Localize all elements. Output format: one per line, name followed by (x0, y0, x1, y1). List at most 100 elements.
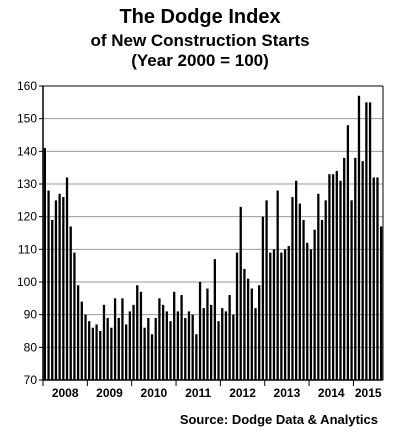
bar (346, 125, 350, 380)
bar (102, 304, 106, 380)
bar (372, 177, 375, 380)
bar (287, 246, 290, 380)
bar (250, 288, 253, 380)
bar (180, 295, 183, 380)
x-tick-label: 2008 (52, 386, 79, 400)
bar (306, 242, 309, 380)
y-tick-label: 80 (24, 340, 38, 354)
bar (161, 304, 165, 380)
bar (158, 298, 161, 380)
bar (354, 157, 357, 380)
bar (125, 324, 128, 380)
bar (224, 311, 228, 380)
bar (84, 314, 87, 380)
bar (80, 301, 83, 380)
bar (309, 249, 313, 380)
bar (139, 291, 143, 380)
bar (51, 219, 54, 380)
x-tick-label: 2014 (318, 386, 345, 400)
y-tick-label: 120 (17, 210, 37, 224)
bar (69, 226, 72, 380)
bar (243, 268, 246, 380)
bar (276, 190, 279, 380)
bar (121, 298, 124, 380)
bar (246, 278, 250, 380)
bar (165, 311, 168, 380)
bar (191, 314, 194, 380)
bar (136, 285, 139, 380)
x-tick-label: 2013 (274, 386, 301, 400)
bar (320, 219, 324, 380)
chart-title: The Dodge Index (119, 6, 281, 28)
bar (339, 180, 342, 380)
bar (269, 252, 272, 380)
bar (295, 180, 298, 380)
bar (73, 252, 76, 380)
bar (210, 304, 213, 380)
y-tick-label: 70 (24, 373, 38, 387)
bar (232, 314, 235, 380)
bar (143, 327, 146, 380)
x-tick-label: 2009 (96, 386, 123, 400)
bar (235, 252, 239, 380)
bar (380, 226, 383, 380)
bar (62, 197, 65, 380)
bar (150, 334, 154, 380)
bar (298, 203, 301, 380)
bar (128, 311, 131, 380)
bar (54, 200, 58, 380)
x-tick-label: 2015 (355, 386, 382, 400)
bar (313, 229, 316, 380)
bar (65, 177, 69, 380)
bar (376, 177, 379, 380)
bar (110, 327, 113, 380)
x-tick-label: 2012 (229, 386, 256, 400)
bar (76, 285, 80, 380)
bar (254, 308, 257, 380)
bar (221, 308, 224, 380)
bar (261, 216, 265, 380)
bar (184, 317, 187, 380)
bar (113, 298, 117, 380)
bar (368, 102, 372, 380)
bar (132, 304, 135, 380)
bar (176, 311, 180, 380)
bar (91, 327, 95, 380)
y-tick-label: 110 (18, 242, 37, 256)
bar (58, 193, 61, 380)
bar (154, 317, 157, 380)
bar (206, 288, 209, 380)
y-tick-label: 90 (24, 308, 38, 322)
bar (258, 285, 261, 380)
bar (283, 249, 287, 380)
bar (335, 170, 338, 380)
bar (343, 157, 346, 380)
source-note: Source: Dodge Data & Analytics (179, 412, 378, 427)
bar (302, 219, 305, 380)
y-tick-label: 160 (17, 79, 37, 93)
y-tick-label: 130 (17, 177, 37, 191)
bar (357, 95, 361, 381)
chart-subtitle-base-year: (Year 2000 = 100) (131, 51, 269, 70)
bar (99, 331, 102, 380)
bar (187, 311, 191, 380)
bar (147, 317, 150, 380)
bar (117, 317, 120, 380)
bar (280, 252, 283, 380)
bar (217, 321, 220, 380)
bar (324, 200, 327, 380)
bar (228, 295, 231, 380)
y-tick-label: 100 (17, 275, 37, 289)
bar (239, 206, 242, 380)
bar (331, 174, 335, 380)
bar (213, 259, 216, 380)
bar (265, 200, 268, 380)
bar (272, 249, 276, 380)
bar (43, 148, 46, 380)
y-tick-label: 150 (17, 112, 37, 126)
bar (328, 174, 331, 380)
bar (350, 200, 353, 380)
bar (88, 321, 91, 380)
y-tick-label: 140 (17, 144, 37, 158)
x-tick-label: 2011 (185, 386, 211, 400)
